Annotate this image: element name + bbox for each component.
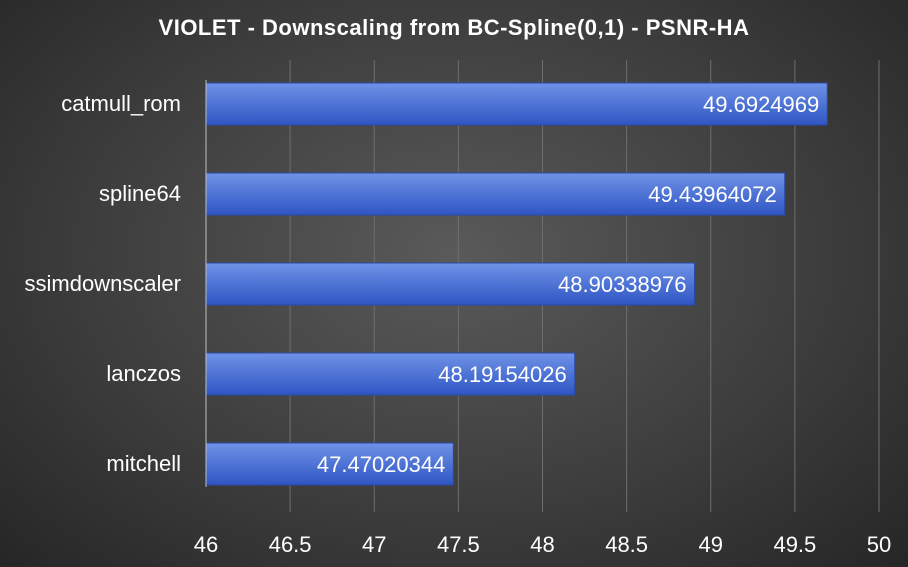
data-label: 49.6924969 bbox=[703, 92, 819, 117]
data-label: 49.43964072 bbox=[648, 182, 776, 207]
bar bbox=[205, 352, 576, 396]
category-label: mitchell bbox=[106, 451, 181, 476]
category-labels: catmull_rom spline64 ssimdownscaler lanczos… bbox=[25, 91, 182, 476]
x-tick-label: 48.5 bbox=[605, 532, 648, 557]
bar bbox=[205, 262, 695, 306]
bars: 49.6924969 49.43964072 48.90338976 48.19154… bbox=[205, 82, 828, 486]
x-tick-label: 49.5 bbox=[773, 532, 816, 557]
x-tick-label: 47 bbox=[362, 532, 386, 557]
data-label: 47.47020344 bbox=[317, 452, 445, 477]
x-axis-ticks: 46 46.5 47 47.5 48 48.5 49 49.5 50 bbox=[194, 532, 891, 557]
data-label: 48.90338976 bbox=[558, 272, 686, 297]
bar bbox=[205, 172, 786, 216]
category-label: catmull_rom bbox=[61, 91, 181, 116]
category-label: spline64 bbox=[99, 181, 181, 206]
chart-title: VIOLET - Downscaling from BC-Spline(0,1)… bbox=[159, 15, 750, 40]
x-tick-label: 46 bbox=[194, 532, 218, 557]
x-tick-label: 46.5 bbox=[269, 532, 312, 557]
bar bbox=[205, 442, 454, 486]
x-tick-label: 49 bbox=[699, 532, 723, 557]
category-label: lanczos bbox=[106, 361, 181, 386]
x-tick-label: 50 bbox=[867, 532, 891, 557]
x-tick-label: 47.5 bbox=[437, 532, 480, 557]
category-label: ssimdownscaler bbox=[25, 271, 182, 296]
data-label: 48.19154026 bbox=[438, 362, 566, 387]
x-tick-label: 48 bbox=[530, 532, 554, 557]
